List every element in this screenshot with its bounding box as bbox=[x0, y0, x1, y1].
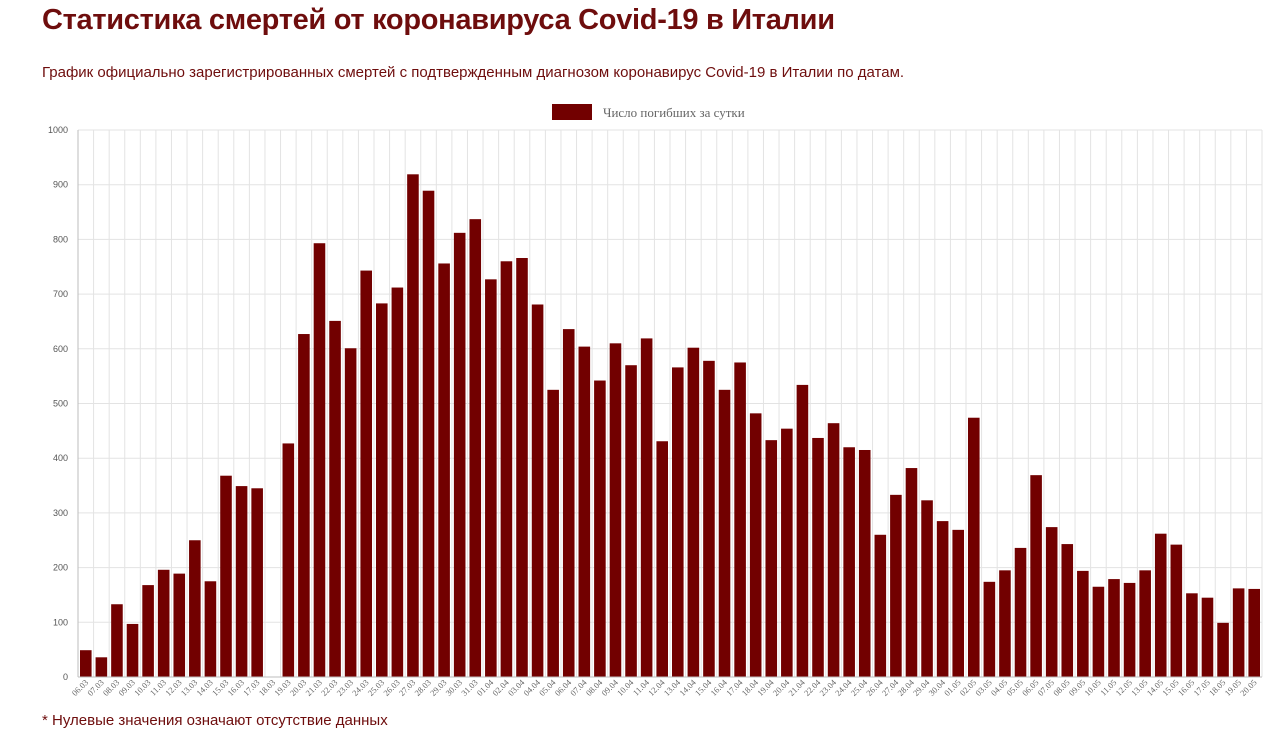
bar[interactable]: 16.03: 349 bbox=[235, 486, 248, 677]
bar[interactable]: 03.05: 174 bbox=[983, 581, 996, 677]
bar[interactable]: 19.03: 427 bbox=[282, 443, 295, 677]
bar[interactable]: 12.04: 431 bbox=[656, 441, 668, 677]
footnote: * Нулевые значения означают отсутствие д… bbox=[42, 712, 388, 729]
bar[interactable]: 20.05: 161 bbox=[1248, 588, 1260, 677]
bar[interactable]: 08.04: 542 bbox=[594, 380, 606, 677]
bar[interactable]: 14.03: 175 bbox=[204, 581, 217, 677]
x-tick-label: 20.05 bbox=[1238, 677, 1259, 698]
bar[interactable]: 29.03: 756 bbox=[438, 263, 450, 677]
bar[interactable]: 12.03: 189 bbox=[173, 573, 186, 677]
bar[interactable]: 22.04: 437 bbox=[812, 437, 824, 677]
bar[interactable]: 10.04: 570 bbox=[625, 365, 637, 677]
legend-swatch bbox=[552, 104, 592, 120]
bar[interactable]: 18.04: 482 bbox=[749, 413, 762, 677]
bar[interactable]: 13.04: 566 bbox=[672, 367, 684, 677]
bar[interactable]: 05.04: 525 bbox=[547, 389, 559, 677]
bar[interactable]: 30.04: 285 bbox=[936, 521, 949, 677]
bar[interactable]: 09.04: 610 bbox=[609, 343, 622, 677]
y-tick-label: 1000 bbox=[48, 125, 68, 135]
bar[interactable]: 03.04: 766 bbox=[516, 257, 528, 677]
bar[interactable]: 07.04: 604 bbox=[578, 346, 591, 677]
y-tick-label: 500 bbox=[53, 399, 68, 409]
bar[interactable]: 02.05: 474 bbox=[968, 417, 980, 677]
bar[interactable]: 29.04: 323 bbox=[921, 500, 933, 677]
bar[interactable]: 15.03: 368 bbox=[220, 475, 232, 677]
bar[interactable]: 13.05: 195 bbox=[1139, 570, 1151, 677]
bar[interactable]: 20.03: 627 bbox=[298, 334, 310, 677]
y-axis: 0 100 200 300 400 500 600 700 800 900 1000 bbox=[48, 125, 79, 682]
bar[interactable]: 28.04: 382 bbox=[905, 468, 918, 677]
bar[interactable]: 12.05: 172 bbox=[1123, 582, 1136, 677]
y-tick-label: 100 bbox=[53, 617, 68, 627]
bar[interactable]: 27.03: 919 bbox=[407, 174, 419, 677]
bar[interactable]: 04.04: 681 bbox=[531, 304, 544, 677]
bar[interactable]: 16.05: 153 bbox=[1186, 593, 1198, 677]
bar[interactable]: 25.03: 683 bbox=[376, 303, 388, 677]
legend-label: Число погибших за сутки bbox=[603, 105, 745, 120]
bar[interactable]: 10.05: 165 bbox=[1092, 586, 1105, 677]
y-tick-label: 400 bbox=[53, 453, 68, 463]
bar[interactable]: 14.04: 602 bbox=[687, 347, 700, 677]
legend[interactable]: Число погибших за сутки bbox=[552, 104, 745, 120]
bar[interactable]: 11.05: 179 bbox=[1108, 579, 1120, 677]
bar[interactable]: 09.05: 194 bbox=[1077, 570, 1089, 677]
bar[interactable]: 07.05: 274 bbox=[1045, 527, 1058, 677]
y-tick-label: 200 bbox=[53, 563, 68, 573]
bar[interactable]: 20.04: 454 bbox=[781, 428, 793, 677]
bar[interactable]: 06.04: 636 bbox=[562, 329, 575, 677]
bar[interactable]: 07.03: 36 bbox=[95, 657, 108, 677]
bar[interactable]: 09.03: 97 bbox=[126, 623, 139, 677]
bar[interactable]: 24.03: 743 bbox=[360, 270, 372, 677]
bar[interactable]: 17.04: 575 bbox=[734, 362, 746, 677]
bar[interactable]: 02.04: 760 bbox=[500, 261, 513, 677]
bar[interactable]: 01.05: 269 bbox=[952, 529, 964, 677]
bar[interactable]: 15.05: 242 bbox=[1170, 544, 1183, 677]
bar[interactable]: 27.04: 333 bbox=[890, 494, 902, 677]
bar[interactable]: 21.04: 534 bbox=[796, 384, 809, 677]
bar[interactable]: 06.03: 49 bbox=[80, 650, 92, 677]
bar[interactable]: 19.05: 162 bbox=[1232, 588, 1245, 677]
bar[interactable]: 22.03: 651 bbox=[329, 320, 341, 677]
bar[interactable]: 06.05: 369 bbox=[1030, 475, 1042, 677]
bar[interactable]: 14.05: 262 bbox=[1154, 533, 1167, 677]
bar[interactable]: 08.03: 133 bbox=[111, 604, 123, 677]
bar[interactable]: 17.03: 345 bbox=[251, 488, 263, 677]
bar[interactable]: 19.04: 433 bbox=[765, 440, 778, 677]
bar[interactable]: 21.03: 793 bbox=[313, 243, 326, 677]
bar[interactable]: 16.04: 525 bbox=[718, 389, 731, 677]
bar[interactable]: 15.04: 578 bbox=[703, 360, 715, 677]
bar[interactable]: 11.04: 619 bbox=[640, 338, 653, 677]
bar[interactable]: 10.03: 168 bbox=[142, 585, 154, 677]
y-tick-label: 300 bbox=[53, 508, 68, 518]
y-tick-label: 0 bbox=[63, 672, 68, 682]
bar[interactable]: 08.05: 243 bbox=[1061, 544, 1074, 677]
bar[interactable]: 05.05: 236 bbox=[1014, 547, 1027, 677]
bar[interactable]: 24.04: 420 bbox=[843, 447, 855, 677]
bar[interactable]: 26.03: 712 bbox=[391, 287, 404, 677]
y-tick-label: 900 bbox=[53, 180, 68, 190]
bar[interactable]: 11.03: 196 bbox=[157, 569, 170, 677]
y-tick-label: 700 bbox=[53, 289, 68, 299]
bar[interactable]: 26.04: 260 bbox=[874, 534, 887, 677]
bar[interactable]: 01.04: 727 bbox=[485, 279, 497, 677]
bar[interactable]: 30.03: 812 bbox=[453, 232, 466, 677]
deaths-bar-chart: Число погибших за сутки 0 100 200 300 400 500… bbox=[48, 104, 1263, 698]
bar[interactable]: 17.05: 145 bbox=[1201, 597, 1214, 677]
bar[interactable]: 23.03: 601 bbox=[344, 348, 357, 677]
page-subtitle: График официально зарегистрированных сме… bbox=[42, 64, 905, 81]
bar[interactable]: 23.04: 464 bbox=[827, 423, 840, 677]
page-title: Статистика смертей от коронавируса Covid… bbox=[42, 4, 835, 36]
bar[interactable]: 18.05: 99 bbox=[1217, 622, 1229, 677]
bar[interactable]: 31.03: 837 bbox=[469, 219, 482, 677]
bars: 06.03: 4907.03: 3608.03: 13309.03: 9710.… bbox=[80, 174, 1260, 677]
bar[interactable]: 25.04: 415 bbox=[858, 449, 871, 677]
x-axis: 06.0307.0308.0309.0310.0311.0312.0313.03… bbox=[70, 676, 1262, 698]
bar[interactable]: 28.03: 889 bbox=[422, 190, 435, 677]
y-tick-label: 800 bbox=[53, 234, 68, 244]
y-tick-label: 600 bbox=[53, 344, 68, 354]
bar[interactable]: 13.03: 250 bbox=[189, 540, 201, 677]
bar[interactable]: 04.05: 195 bbox=[999, 570, 1011, 677]
